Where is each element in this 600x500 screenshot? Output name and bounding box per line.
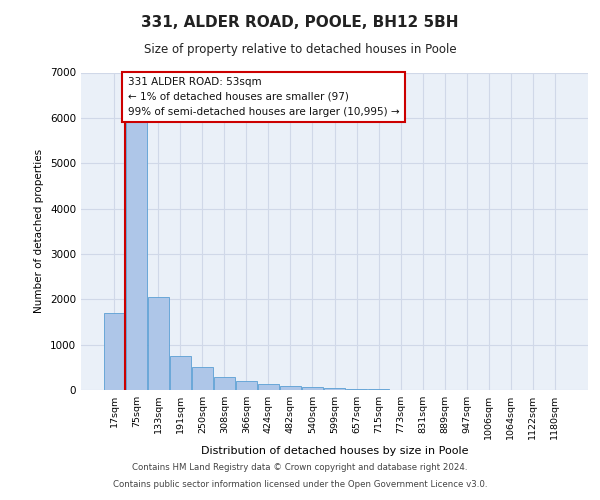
Bar (148, 297, 169, 390)
Bar (258, 384, 279, 390)
Text: Contains HM Land Registry data © Crown copyright and database right 2024.: Contains HM Land Registry data © Crown c… (132, 464, 468, 472)
Bar (104, 313, 125, 390)
Bar (170, 356, 191, 390)
Text: Size of property relative to detached houses in Poole: Size of property relative to detached ho… (143, 42, 457, 56)
Text: 331 ALDER ROAD: 53sqm
← 1% of detached houses are smaller (97)
99% of semi-detac: 331 ALDER ROAD: 53sqm ← 1% of detached h… (128, 77, 400, 116)
X-axis label: Distribution of detached houses by size in Poole: Distribution of detached houses by size … (201, 446, 468, 456)
Bar (368, 389, 389, 390)
Bar (346, 388, 367, 390)
Y-axis label: Number of detached properties: Number of detached properties (34, 149, 44, 314)
Bar (280, 386, 301, 390)
Text: 331, ALDER ROAD, POOLE, BH12 5BH: 331, ALDER ROAD, POOLE, BH12 5BH (141, 15, 459, 30)
Bar (324, 388, 345, 390)
Text: Contains public sector information licensed under the Open Government Licence v3: Contains public sector information licen… (113, 480, 487, 489)
Bar (126, 122, 147, 390)
Bar (302, 388, 323, 390)
Bar (236, 381, 257, 390)
Bar (192, 368, 213, 390)
Bar (214, 378, 235, 390)
